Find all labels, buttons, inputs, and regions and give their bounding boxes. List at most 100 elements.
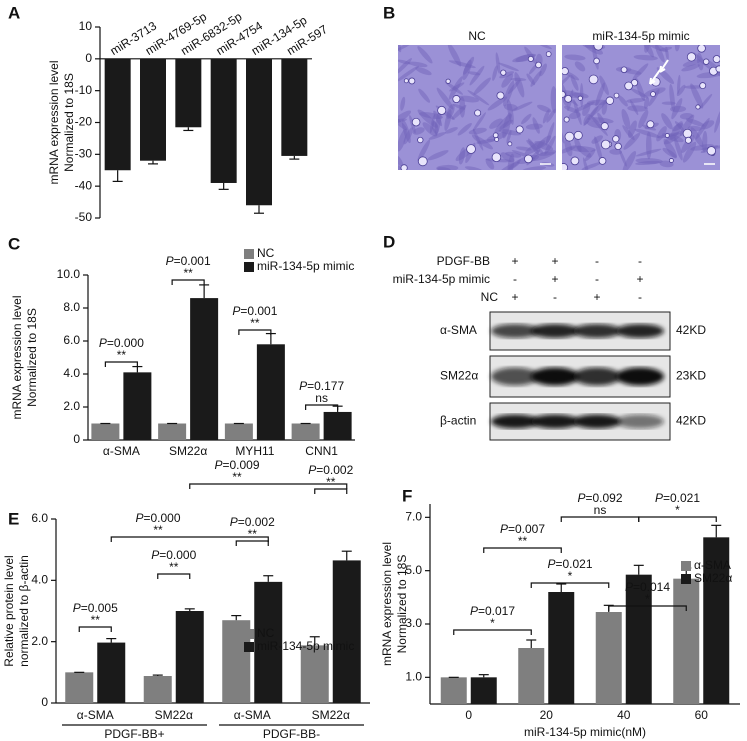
y-axis-label: Normalized to 18S bbox=[62, 73, 76, 172]
p-rest: =0.005 bbox=[81, 601, 118, 615]
cell bbox=[499, 161, 520, 170]
x-tick-label: α-SMA bbox=[77, 708, 114, 722]
round-cell bbox=[563, 116, 570, 123]
round-cell bbox=[417, 156, 428, 167]
bar bbox=[65, 672, 94, 703]
p-symbol: P bbox=[299, 379, 307, 393]
cell bbox=[681, 64, 700, 72]
y-tick-label: 10 bbox=[79, 19, 93, 33]
significance-bracket bbox=[608, 605, 687, 611]
legend-label: NC bbox=[257, 246, 275, 260]
cell bbox=[595, 82, 605, 107]
p-value: P=0.021 bbox=[547, 557, 592, 571]
y-tick-label: -40 bbox=[75, 178, 93, 192]
blot-size: 42KD bbox=[676, 414, 706, 428]
y-tick-label: 3.0 bbox=[405, 616, 422, 630]
cell bbox=[464, 166, 484, 170]
cell bbox=[398, 113, 408, 131]
bar bbox=[175, 611, 204, 703]
cell bbox=[508, 159, 521, 170]
bar bbox=[470, 677, 497, 704]
cell bbox=[682, 141, 697, 163]
significance-mark: * bbox=[645, 592, 650, 606]
x-tick-label: CNN1 bbox=[305, 444, 338, 458]
cell bbox=[505, 151, 522, 158]
cell bbox=[583, 105, 599, 127]
round-cell bbox=[573, 130, 583, 140]
round-cell bbox=[545, 51, 552, 57]
legend-swatch bbox=[681, 561, 691, 571]
round-cell bbox=[600, 122, 609, 131]
cell bbox=[564, 54, 586, 61]
cell bbox=[398, 153, 404, 167]
p-value: P=0.017 bbox=[470, 604, 515, 618]
cell bbox=[584, 45, 603, 55]
cell bbox=[510, 77, 527, 82]
p-symbol: P bbox=[135, 511, 143, 525]
error-bar bbox=[478, 674, 489, 678]
significance-bracket bbox=[235, 540, 269, 546]
cell bbox=[663, 138, 677, 159]
round-cell bbox=[417, 136, 424, 144]
blot-label: α-SMA bbox=[440, 323, 477, 337]
blot-band bbox=[573, 324, 621, 338]
x-tick-label: 40 bbox=[617, 708, 631, 722]
micrograph bbox=[562, 45, 720, 170]
bar bbox=[91, 423, 120, 440]
treatment-sign: - bbox=[638, 290, 642, 304]
x-tick-label: 0 bbox=[465, 708, 472, 722]
legend-swatch bbox=[244, 262, 254, 272]
cell bbox=[398, 128, 407, 152]
round-cell bbox=[682, 128, 693, 139]
cell bbox=[437, 167, 451, 170]
y-tick-label: 1.0 bbox=[405, 670, 422, 684]
cell bbox=[590, 114, 608, 136]
cell bbox=[444, 127, 458, 134]
cell bbox=[512, 53, 537, 63]
round-cell bbox=[524, 154, 533, 164]
error-bar bbox=[341, 550, 352, 561]
cell bbox=[501, 73, 514, 88]
treatment-label: miR-134-5p mimic bbox=[393, 272, 490, 286]
error-bar bbox=[633, 564, 644, 575]
cell bbox=[507, 79, 521, 95]
cell bbox=[398, 65, 420, 82]
cell bbox=[422, 122, 438, 137]
significance-mark: ** bbox=[91, 613, 101, 627]
cell bbox=[398, 59, 411, 65]
cell bbox=[669, 83, 675, 112]
cell bbox=[417, 139, 431, 162]
legend-swatch bbox=[244, 629, 254, 639]
significance-mark: ** bbox=[117, 348, 127, 362]
round-cell bbox=[452, 95, 461, 104]
round-cell bbox=[712, 55, 720, 64]
cell bbox=[400, 96, 406, 111]
cell bbox=[562, 145, 577, 154]
group-label: PDGF-BB+ bbox=[104, 727, 164, 741]
cell bbox=[679, 112, 693, 120]
bar bbox=[595, 612, 622, 704]
round-cell bbox=[686, 52, 697, 62]
cell bbox=[398, 45, 418, 52]
round-cell bbox=[664, 133, 670, 138]
cell bbox=[527, 138, 540, 155]
cell bbox=[617, 95, 628, 107]
bar bbox=[140, 58, 166, 161]
cell bbox=[635, 160, 661, 166]
cell bbox=[634, 128, 660, 138]
cell bbox=[401, 119, 411, 144]
round-cell bbox=[564, 94, 573, 103]
round-cell bbox=[562, 67, 569, 76]
round-cell bbox=[605, 96, 615, 105]
cell bbox=[444, 109, 452, 131]
y-axis-label: mRNA expression level bbox=[10, 295, 24, 419]
cell bbox=[537, 104, 552, 113]
y-tick-label: 0 bbox=[85, 51, 92, 65]
cell bbox=[398, 118, 407, 123]
cell bbox=[577, 145, 592, 158]
legend-label: NC bbox=[257, 626, 275, 640]
cell bbox=[587, 117, 614, 124]
cell bbox=[671, 98, 683, 120]
p-rest: =0.014 bbox=[633, 580, 670, 594]
